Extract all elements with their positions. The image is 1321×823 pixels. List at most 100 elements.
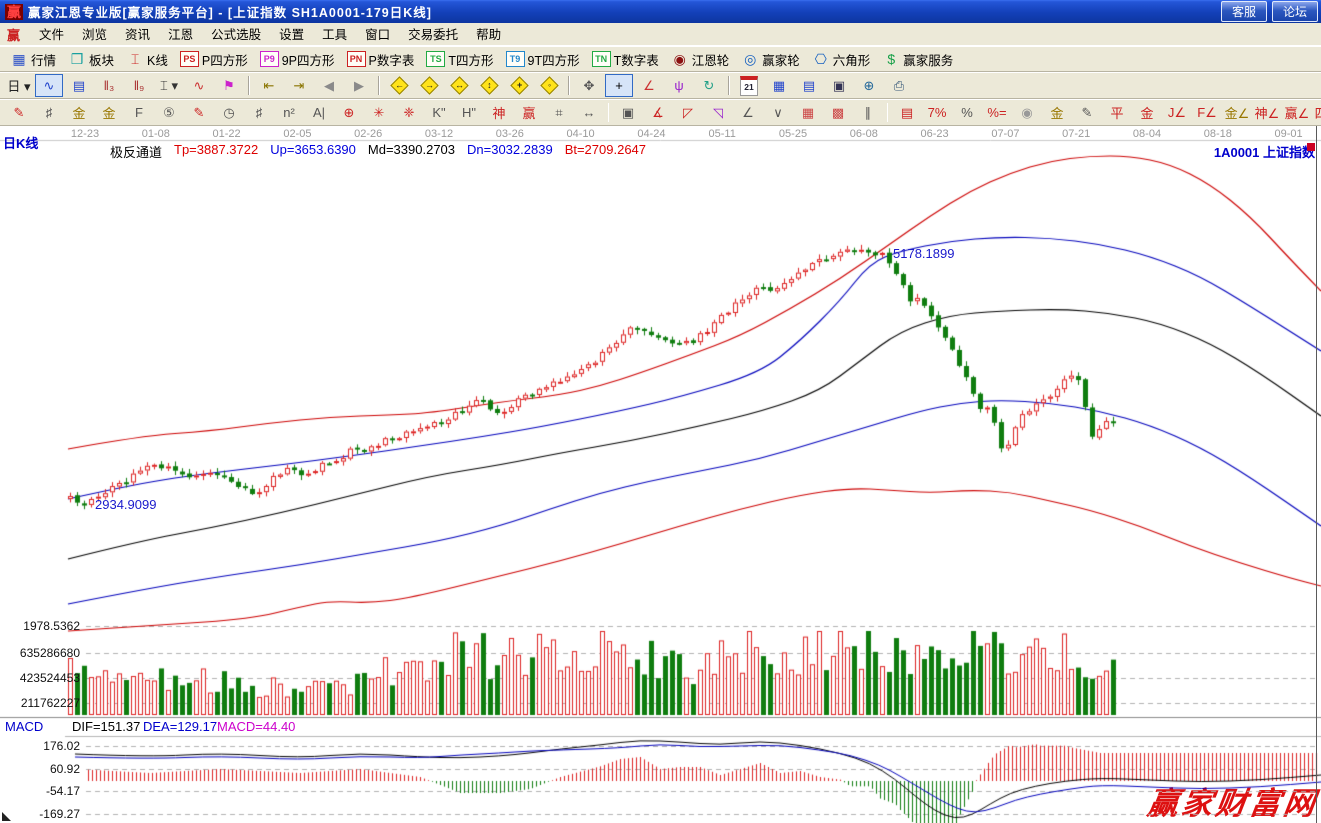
menu-item-0[interactable]: 文件 [39,28,65,42]
tool-zigzag-window[interactable]: ∿ [35,74,63,97]
tool-f-fence[interactable]: F [125,101,153,124]
toolbar-button-t-square[interactable]: TS T四方形 [420,50,499,69]
tool-print[interactable]: ⎙ [885,74,913,97]
menu-item-4[interactable]: 公式选股 [211,28,262,42]
tool-angle-shen[interactable]: 神∠ [1253,101,1281,124]
tool-percent-7[interactable]: 7% [923,101,951,124]
tool-flag-tool[interactable]: ⚑ [215,74,243,97]
tool-next-page[interactable]: ▶ [345,74,373,97]
tool-gold-red-rule[interactable]: 金 [1133,101,1161,124]
tool-period-bars-3[interactable]: ‖₃ [95,74,123,97]
tool-angle-j[interactable]: J∠ [1163,101,1191,124]
tool-diamond-right[interactable]: → [415,74,443,97]
tool-a-divider[interactable]: A| [305,101,333,124]
tool-gold-rule[interactable]: 金 [1043,101,1071,124]
tool-gold-fence-up[interactable]: 金 [65,101,93,124]
menu-item-6[interactable]: 工具 [322,28,348,42]
toolbar-button-9p-square[interactable]: P9 9P四方形 [254,50,341,69]
toolbar-button-hexagon[interactable]: ⎔ 六角形 [806,50,877,69]
tool-grid-red-2[interactable]: ▩ [824,101,852,124]
tool-brush-tool[interactable]: ✎ [5,101,33,124]
tool-last-page[interactable]: ⇥ [285,74,313,97]
tool-percent[interactable]: % [953,101,981,124]
tool-cycle-tool[interactable]: ↻ [695,74,723,97]
tool-percent-lines[interactable]: %= [983,101,1011,124]
tool-parallel-lines[interactable]: ∥ [854,101,882,124]
tool-calendar[interactable]: 21 [735,74,763,97]
tool-gann-fence[interactable]: ♯ [35,101,63,124]
tool-web-link[interactable]: ⊕ [855,74,883,97]
tool-angle-lines[interactable]: ∠ [734,101,762,124]
tool-info-panel[interactable]: ▤ [65,74,93,97]
tool-pen-note[interactable]: ✎ [1073,101,1101,124]
tool-prev-page[interactable]: ◀ [315,74,343,97]
tool-candle-style-dropdown[interactable]: ⌶ ▾ [155,74,183,97]
toolbar-button-kline[interactable]: ⌶ K线 [120,50,174,69]
tool-diamond-left[interactable]: ← [385,74,413,97]
tool-grid-starburst[interactable]: ❈ [395,101,423,124]
menu-item-1[interactable]: 浏览 [82,28,108,42]
toolbar-button-winner-service[interactable]: $ 赢家服务 [876,50,959,69]
tool-save[interactable]: ▣ [825,74,853,97]
tool-first-page[interactable]: ⇤ [255,74,283,97]
chart-canvas[interactable] [0,126,1321,823]
tool-box-measure[interactable]: ▣ [614,101,642,124]
toolbar-button-t-table[interactable]: TN T数字表 [586,50,665,69]
tool-h-mark[interactable]: H" [455,101,483,124]
tool-angle-f[interactable]: F∠ [1193,101,1221,124]
tool-gann-tool[interactable]: ψ [665,74,693,97]
tool-brush-ruler[interactable]: ✎ [185,101,213,124]
tool-gold-fence-down[interactable]: 金 [95,101,123,124]
toolbar-button-sectors[interactable]: ❒ 板块 [62,50,120,69]
menu-item-5[interactable]: 设置 [279,28,305,42]
tool-k-mark[interactable]: K" [425,101,453,124]
tool-period-bars-9[interactable]: ‖₉ [125,74,153,97]
tool-gold-circle[interactable]: ◉ [1013,101,1041,124]
tool-diamond-both[interactable]: ↔ [445,74,473,97]
menu-item-3[interactable]: 江恩 [168,28,194,42]
scroll-corner-marker[interactable] [2,812,11,821]
tool-pan-hand[interactable]: ✥ [575,74,603,97]
tool-time-circle[interactable]: ◷ [215,101,243,124]
menu-item-8[interactable]: 交易委托 [408,28,459,42]
toolbar-button-winner-wheel[interactable]: ◎ 赢家轮 [735,50,806,69]
toolbar-button-gann-wheel[interactable]: ◉ 江恩轮 [665,50,736,69]
tool-circle-target[interactable]: ⊕ [335,101,363,124]
tool-fan-box[interactable]: ◸ [674,101,702,124]
chart-right-border[interactable] [1316,126,1317,823]
tool-stats-panel[interactable]: ▤ [893,101,921,124]
toolbar-button-p-table[interactable]: PN P数字表 [341,50,421,69]
tool-zigzag-red[interactable]: ∿ [185,74,213,97]
tool-angle-ying[interactable]: 赢∠ [1283,101,1311,124]
toolbar-button-p-square[interactable]: PS P四方形 [174,50,254,69]
tool-starburst[interactable]: ✳ [365,101,393,124]
tool-diamond-plus[interactable]: + [505,74,533,97]
tool-ping-a[interactable]: 平 [1103,101,1131,124]
tool-angle-four[interactable]: 四∠ [1313,101,1321,124]
tool-diamond-vertical[interactable]: ↕ [475,74,503,97]
customer-service-button[interactable]: 客服 [1220,1,1267,22]
tool-spiral-5[interactable]: ⑤ [155,101,183,124]
tool-fan-box-2[interactable]: ◹ [704,101,732,124]
menu-item-7[interactable]: 窗口 [365,28,391,42]
tool-angle-gold[interactable]: 金∠ [1223,101,1251,124]
forum-button[interactable]: 论坛 [1271,1,1318,22]
tool-ying-fence[interactable]: 赢 [515,101,543,124]
tool-period-day-dropdown[interactable]: 日 ▾ [5,74,33,97]
tool-notepad[interactable]: ▤ [795,74,823,97]
tool-diamond-center[interactable]: ◦ [535,74,563,97]
tool-crosshair[interactable]: + [605,74,633,97]
tool-plain-fence[interactable]: ♯ [245,101,273,124]
menu-item-2[interactable]: 资讯 [125,28,151,42]
tool-calculator[interactable]: ▦ [765,74,793,97]
tool-v-lines[interactable]: ∨ [764,101,792,124]
toolbar-button-9t-square[interactable]: T9 9T四方形 [500,50,586,69]
tool-n2-fence[interactable]: n² [275,101,303,124]
tool-width-measure[interactable]: ↔ [575,101,603,124]
tool-ruler-123[interactable]: ⌗ [545,101,573,124]
tool-grid-red[interactable]: ▦ [794,101,822,124]
tool-shen-fence[interactable]: 神 [485,101,513,124]
tool-fan-lines[interactable]: ∡ [644,101,672,124]
tool-angle-measure[interactable]: ∠ [635,74,663,97]
toolbar-button-quotes[interactable]: ▦ 行情 [4,50,62,69]
